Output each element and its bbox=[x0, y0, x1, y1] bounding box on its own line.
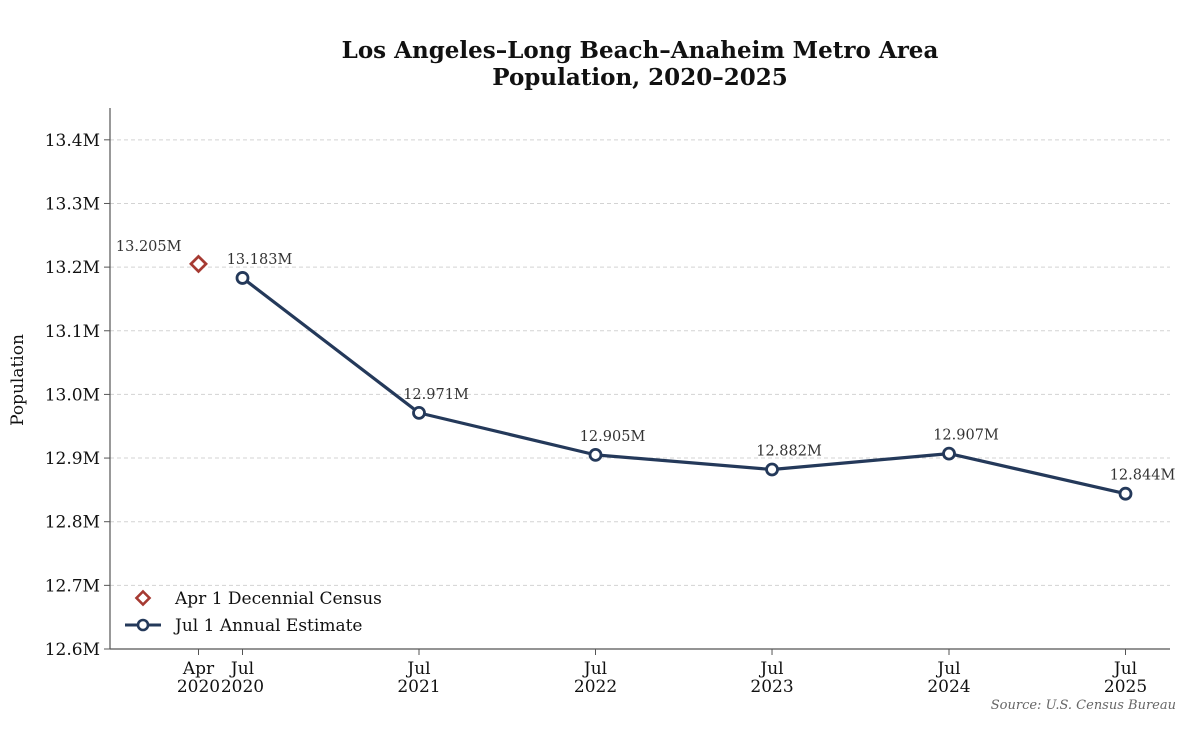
data-label: 12.882M bbox=[756, 444, 822, 460]
x-tick-label-month: Jul bbox=[758, 659, 783, 679]
x-tick-label-month: Jul bbox=[935, 659, 960, 679]
estimate-circle-marker bbox=[1118, 486, 1133, 501]
chart-title-line-2: Population, 2020–2025 bbox=[492, 64, 787, 91]
estimate-circle-marker bbox=[588, 447, 603, 462]
legend-estimate-label: Jul 1 Annual Estimate bbox=[173, 616, 362, 636]
y-tick-label: 13.2M bbox=[45, 258, 100, 278]
series-markers bbox=[189, 254, 1133, 501]
estimate-circle-marker bbox=[765, 462, 779, 477]
data-label: 12.971M bbox=[403, 387, 469, 403]
x-tick-label-month: Jul bbox=[229, 659, 254, 679]
x-tick-label-year: 2020 bbox=[177, 677, 220, 697]
series-lines bbox=[241, 276, 1126, 496]
x-tick-label-year: 2022 bbox=[574, 677, 617, 697]
x-tick-label-year: 2023 bbox=[750, 677, 793, 697]
x-tick-labels: Apr2020Jul2020Jul2021Jul2022Jul2023Jul20… bbox=[177, 659, 1147, 697]
y-tick-label: 12.9M bbox=[45, 449, 100, 469]
legend: Apr 1 Decennial Census Jul 1 Annual Estim… bbox=[125, 589, 382, 636]
estimate-circle-marker bbox=[412, 405, 426, 420]
y-tick-label: 13.0M bbox=[45, 385, 100, 405]
legend-census-marker bbox=[134, 589, 152, 607]
source-note: Source: U.S. Census Bureau bbox=[991, 698, 1176, 713]
axes bbox=[104, 108, 1170, 655]
series-line-annual-estimate bbox=[241, 276, 1126, 496]
y-tick-label: 13.3M bbox=[45, 194, 100, 214]
x-tick-label-month: Jul bbox=[1112, 659, 1137, 679]
y-tick-label: 12.8M bbox=[45, 513, 100, 533]
x-tick-label-month: Jul bbox=[582, 659, 607, 679]
y-tick-labels: 12.6M 12.7M 12.8M 12.9M 13.0M 13.1M 13.2M 13.3M… bbox=[45, 131, 100, 660]
legend-estimate-marker bbox=[136, 618, 150, 632]
x-tick-label-year: 2020 bbox=[221, 677, 264, 697]
y-tick-label: 13.1M bbox=[45, 322, 100, 342]
estimate-circle-marker bbox=[942, 446, 956, 461]
x-tick-label-year: 2025 bbox=[1104, 677, 1147, 697]
chart-title-line-1: Los Angeles–Long Beach–Anaheim Metro Are… bbox=[342, 37, 939, 64]
x-tick-label-year: 2024 bbox=[927, 677, 970, 697]
data-label: 12.905M bbox=[580, 429, 646, 445]
y-tick-label: 13.4M bbox=[45, 131, 100, 151]
y-axis-label: Population bbox=[8, 334, 28, 426]
data-label: 12.907M bbox=[933, 428, 999, 444]
data-label: 12.844M bbox=[1110, 468, 1176, 484]
y-tick-label: 12.7M bbox=[45, 576, 100, 596]
x-tick-label-month: Apr bbox=[182, 659, 215, 679]
x-tick-label-month: Jul bbox=[405, 659, 430, 679]
x-tick-label-year: 2021 bbox=[397, 677, 440, 697]
y-tick-label: 12.6M bbox=[45, 640, 100, 660]
census-diamond-marker bbox=[189, 254, 208, 274]
legend-census-label: Apr 1 Decennial Census bbox=[174, 589, 382, 609]
data-label: 13.183M bbox=[227, 252, 293, 268]
data-label: 13.205M bbox=[116, 239, 182, 255]
y-gridlines bbox=[110, 139, 1170, 586]
data-labels: 13.205M 13.183M 12.971M 12.905M 12.882M 12.90… bbox=[116, 239, 1176, 484]
estimate-circle-marker bbox=[235, 271, 250, 285]
